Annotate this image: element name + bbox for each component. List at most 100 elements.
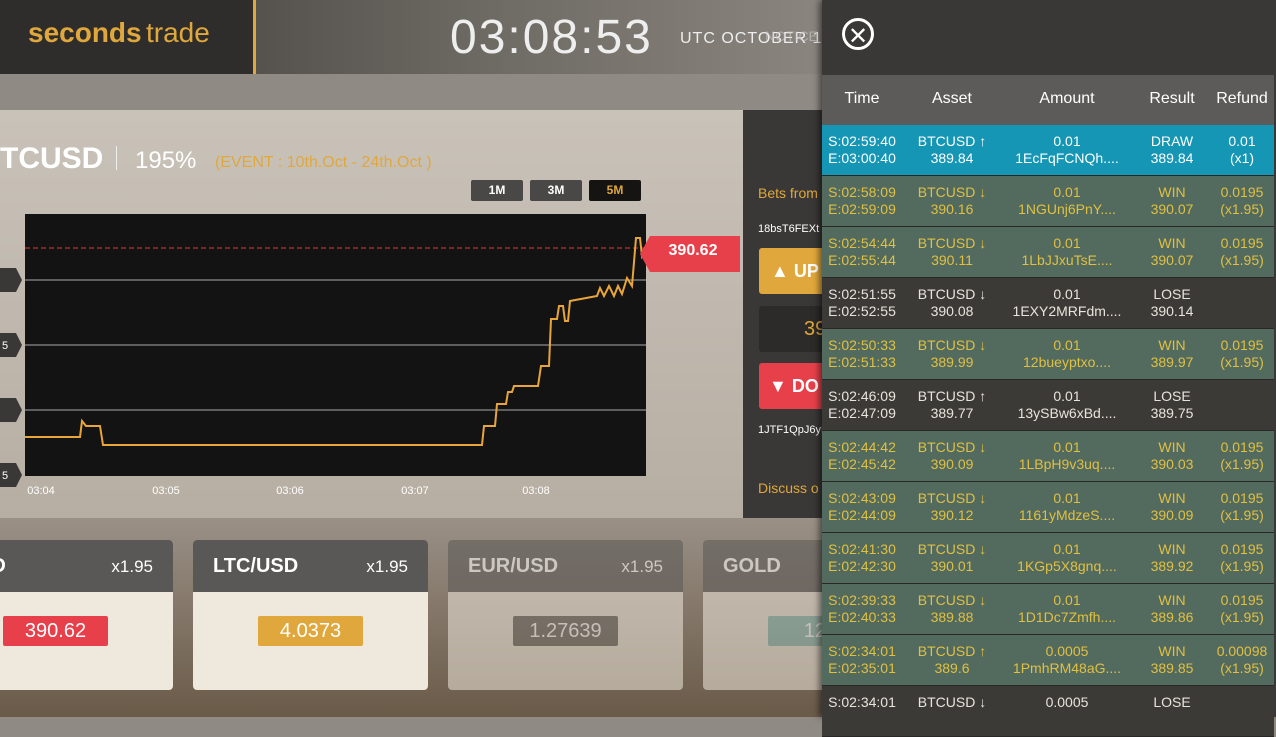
refund: 0.0195: [1220, 541, 1264, 557]
result: WIN: [1158, 235, 1186, 251]
asset: BTCUSD ↓: [917, 439, 987, 455]
column-header: Refund: [1216, 90, 1268, 107]
table-header: [822, 75, 1274, 125]
asset-card[interactable]: LTC/USD x1.95 4.0373: [193, 540, 428, 690]
history-row: S:02:46:09 E:02:47:09 BTCUSD ↑ 389.77 0.01 13…: [822, 380, 1274, 431]
asset: TCUSD: [0, 142, 104, 175]
event: (EVENT : 10th.Oct - 24th.Oct ): [215, 154, 432, 171]
date: UTC OCTOBER 19: [680, 30, 833, 47]
x-label: 03:08: [522, 485, 550, 497]
refund: 0.0195: [1220, 592, 1264, 608]
down-label: DO: [791, 376, 819, 396]
open-price: 389.77: [930, 405, 974, 421]
address: 12bueyptxo....: [1023, 354, 1111, 370]
result: LOSE: [1153, 286, 1191, 302]
price: 39: [804, 318, 827, 340]
start-time: S:02:50:33: [828, 337, 896, 353]
start-time: S:02:34:01: [828, 694, 896, 710]
end-time: E:02:45:42: [828, 456, 896, 472]
column-header: Asset: [931, 90, 972, 107]
amount: 0.01: [1053, 235, 1081, 251]
end-time: E:03:00:40: [828, 150, 896, 166]
open-price: 389.6: [934, 660, 970, 676]
address: 1JTF1QpJ6yN: [758, 424, 829, 436]
result: DRAW: [1150, 133, 1194, 149]
card-price: 1.27639: [513, 616, 618, 646]
address: 18bsT6FEXt: [758, 223, 820, 235]
asset: BTCUSD ↑: [917, 643, 987, 659]
start-time: S:02:41:30: [828, 541, 896, 557]
card-multiplier: x1.95: [111, 557, 153, 576]
start-time: S:02:43:09: [828, 490, 896, 506]
amount: 0.01: [1053, 286, 1081, 302]
close-price: 390.09: [1150, 507, 1194, 523]
close-price: 390.07: [1150, 252, 1194, 268]
asset-card[interactable]: EUR/USD x1.95 1.27639: [448, 540, 683, 690]
price-tag: [640, 236, 740, 272]
asset-card[interactable]: /USD x1.95 390.62: [0, 540, 173, 690]
end-time: E:02:52:55: [828, 303, 896, 319]
timeframe-button[interactable]: 3M: [530, 180, 582, 201]
close-button[interactable]: ✕: [842, 18, 874, 50]
amount: 0.01: [1053, 337, 1081, 353]
result: WIN: [1158, 337, 1186, 353]
discuss-link[interactable]: Discuss o: [758, 480, 819, 496]
down-button[interactable]: ▼ DO: [759, 363, 822, 409]
history-row: S:02:58:09 E:02:59:09 BTCUSD ↓ 390.16 0.01 1N…: [822, 176, 1274, 227]
refund: 0.0195: [1220, 184, 1264, 200]
asset: BTCUSD ↓: [917, 541, 987, 557]
address: 1EcFqFCNQh....: [1015, 150, 1119, 166]
clock: 03:08:53: [450, 11, 653, 64]
start-time: S:02:51:55: [828, 286, 896, 302]
refund-factor: (x1.95): [1220, 456, 1264, 472]
history-row: S:02:44:42 E:02:45:42 BTCUSD ↓ 390.09 0.01 1L…: [822, 431, 1274, 482]
notice: NOTICE: [765, 28, 818, 44]
history-row: S:02:50:33 E:02:51:33 BTCUSD ↓ 389.99 0.01 12…: [822, 329, 1274, 380]
card-price: 390.62: [3, 616, 108, 646]
up-button[interactable]: ▲ UP: [759, 248, 822, 294]
close-price: 390.07: [1150, 201, 1194, 217]
asset: BTCUSD ↓: [917, 490, 987, 506]
card-header: [0, 540, 173, 592]
bets-from: Bets from: [758, 185, 818, 201]
amount: 0.01: [1053, 133, 1081, 149]
card-pair: /USD: [0, 555, 6, 578]
refund-factor: (x1.95): [1220, 201, 1264, 217]
refund-factor: (x1.95): [1220, 354, 1264, 370]
card-pair: GOLD: [723, 555, 781, 577]
card-header: [448, 540, 683, 592]
history-row: S:02:34:01 E:02:35:01 BTCUSD ↑ 389.6 0.0005 1…: [822, 635, 1274, 686]
logo-box: seconds trade: [0, 0, 256, 74]
end-time: E:02:40:33: [828, 609, 896, 625]
price-line: [25, 237, 647, 446]
y-label: 5: [2, 340, 8, 352]
open-price: 390.09: [930, 456, 974, 472]
amount: 0.01: [1053, 490, 1081, 506]
end-time: E:02:35:01: [828, 660, 896, 676]
amount: 0.01: [1053, 388, 1081, 404]
end-time: E:02:42:30: [828, 558, 896, 574]
refund: 0.00098: [1216, 643, 1268, 659]
address: 1161yMdzeS....: [1018, 507, 1116, 523]
timeframe-button[interactable]: 5M: [589, 180, 641, 201]
open-price: 390.01: [930, 558, 974, 574]
price-tag-text: 390.62: [669, 242, 718, 259]
asset: BTCUSD ↓: [917, 235, 987, 251]
history-panel: ✕ Time Asset Amount Result Refund S:02:59:40 E…: [822, 0, 1276, 737]
result: WIN: [1158, 541, 1186, 557]
timeframe-button[interactable]: 1M: [471, 180, 523, 201]
open-price: 390.11: [931, 252, 973, 268]
history-row: S:02:54:44 E:02:55:44 BTCUSD ↓ 390.11 0.01 1L…: [822, 227, 1274, 278]
card-pair: EUR/USD: [468, 555, 559, 577]
start-time: S:02:59:40: [828, 133, 896, 149]
divider: [116, 146, 117, 170]
address: 1NGUnj6PnY....: [1018, 201, 1116, 217]
y-marker: [0, 268, 22, 292]
card-pair: LTC/USD: [213, 555, 299, 577]
refund-factor: (x1.95): [1220, 558, 1264, 574]
start-time: S:02:58:09: [828, 184, 896, 200]
refund: 0.0195: [1220, 337, 1264, 353]
asset: BTCUSD ↓: [917, 592, 987, 608]
result: WIN: [1158, 643, 1186, 659]
